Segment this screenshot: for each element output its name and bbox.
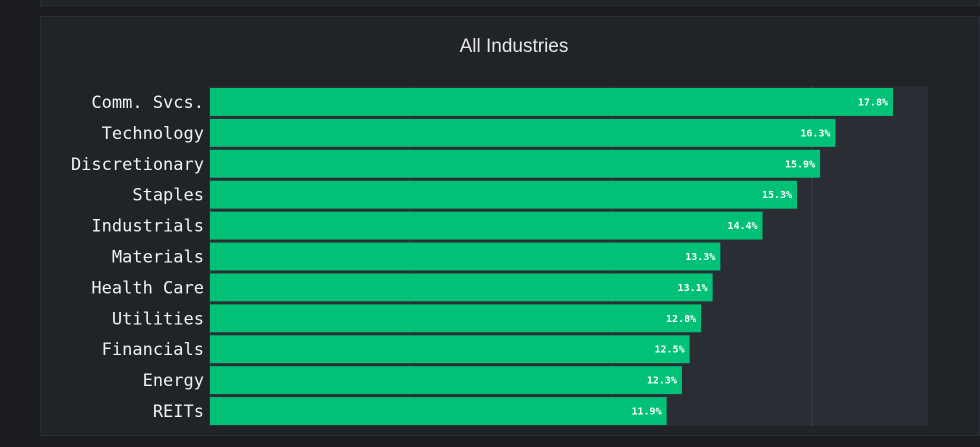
data-label: 11.9% <box>632 407 662 418</box>
category-label: Health Care <box>91 278 204 298</box>
data-label: 16.3% <box>800 128 830 139</box>
category-label: Comm. Svcs. <box>91 93 204 113</box>
data-label: 13.1% <box>678 283 708 294</box>
category-label: Energy <box>143 371 204 391</box>
category-label: Staples <box>132 186 204 206</box>
category-label: Utilities <box>112 309 204 329</box>
bar <box>210 335 690 364</box>
category-label: Financials <box>102 340 204 360</box>
data-label: 15.3% <box>762 190 792 201</box>
bar <box>210 304 702 333</box>
data-label: 15.9% <box>785 159 815 170</box>
bar <box>210 149 821 178</box>
chart-title: All Industries <box>459 36 569 57</box>
bar <box>210 397 667 425</box>
bar <box>210 88 893 116</box>
bar <box>210 211 763 240</box>
category-label: Technology <box>102 124 204 144</box>
category-label: Industrials <box>91 217 204 237</box>
data-label: 12.8% <box>666 314 696 325</box>
data-label: 14.4% <box>727 221 757 232</box>
data-label: 17.8% <box>858 97 888 108</box>
bar <box>210 242 721 271</box>
category-label: Discretionary <box>71 155 204 175</box>
data-label: 13.3% <box>685 252 715 263</box>
category-label: REITs <box>153 402 204 422</box>
bar <box>210 273 713 302</box>
bar <box>210 366 682 395</box>
data-label: 12.3% <box>647 376 677 387</box>
bar <box>210 180 798 209</box>
category-label: Materials <box>112 248 204 268</box>
bar <box>210 118 836 147</box>
data-label: 12.5% <box>655 345 685 356</box>
